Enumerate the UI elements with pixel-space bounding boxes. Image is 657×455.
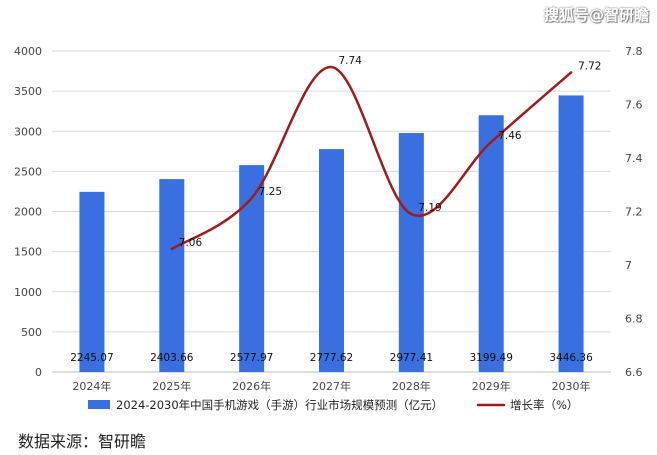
left-axis-tick-label: 1500 — [14, 246, 42, 259]
x-axis: 2024年 2025年 2026年 2027年 2028年 2029年 2030年 — [72, 379, 590, 393]
legend: 2024-2030年中国手机游戏（手游）行业市场规模预测（亿元） 增长率（%） — [88, 398, 578, 412]
left-axis-tick-label: 3500 — [14, 85, 42, 98]
growth-rate-label: 7.19 — [418, 202, 441, 214]
bar-value-label: 2577.97 — [230, 352, 273, 364]
left-axis-tick-label: 2000 — [14, 206, 42, 219]
growth-rate-label: 7.72 — [578, 60, 601, 72]
right-axis-tick-label: 7.8 — [625, 45, 643, 58]
bar — [79, 191, 105, 372]
bar-value-label: 3199.49 — [470, 352, 513, 364]
bar — [398, 133, 424, 372]
right-y-axis: 6.6 6.8 7 7.2 7.4 7.6 7.8 — [625, 45, 643, 379]
growth-rate-point — [170, 247, 173, 251]
growth-value-labels: 7.06 7.25 7.74 7.19 7.46 7.72 — [179, 55, 602, 249]
right-axis-tick-label: 6.8 — [625, 313, 643, 326]
right-axis-tick-label: 7.2 — [625, 206, 643, 219]
legend-bar-swatch — [88, 400, 110, 409]
left-axis-tick-label: 1000 — [14, 286, 42, 299]
growth-rate-label: 7.06 — [179, 237, 203, 249]
growth-rate-label: 7.74 — [339, 55, 363, 67]
bar — [558, 95, 584, 372]
growth-rate-point — [330, 65, 333, 69]
bar-value-label: 2977.41 — [390, 352, 433, 364]
left-axis-tick-label: 4000 — [14, 45, 42, 58]
watermark-text: 搜狐号@智研瞻 — [543, 6, 649, 24]
growth-rate-point — [250, 196, 253, 200]
left-axis-tick-label: 2500 — [14, 165, 42, 178]
bar — [159, 179, 185, 372]
bar-value-label: 2777.62 — [310, 352, 353, 364]
x-axis-category-label: 2025年 — [152, 379, 191, 393]
bar-value-labels: 2245.07 2403.66 2577.97 2777.62 2977.41 3199.… — [70, 352, 593, 364]
growth-rate-point — [569, 71, 573, 74]
x-axis-category-label: 2030年 — [552, 379, 591, 393]
data-source-note: 数据来源：智研瞻 — [18, 432, 147, 451]
bar — [319, 149, 344, 372]
growth-rate-point — [490, 140, 493, 144]
left-y-axis: 0 500 1000 1500 2000 2500 3000 3500 4000 — [14, 45, 42, 379]
legend-bar-label: 2024-2030年中国手机游戏（手游）行业市场规模预测（亿元） — [116, 398, 443, 412]
legend-line-label: 增长率（%） — [510, 398, 578, 412]
bar — [478, 115, 504, 372]
left-axis-tick-label: 500 — [21, 326, 42, 339]
left-axis-tick-label: 0 — [35, 366, 42, 379]
left-axis-tick-label: 3000 — [14, 125, 42, 138]
growth-rate-line — [170, 65, 573, 251]
market-size-chart: 2245.07 2403.66 2577.97 2777.62 2977.41 3199.… — [14, 45, 643, 412]
growth-rate-label: 7.25 — [259, 186, 282, 198]
growth-rate-point — [410, 212, 413, 216]
x-axis-category-label: 2026年 — [232, 379, 271, 393]
x-axis-category-label: 2029年 — [472, 379, 511, 393]
bar-value-label: 3446.36 — [549, 352, 593, 364]
x-axis-category-label: 2027年 — [312, 379, 351, 393]
bar-series — [79, 95, 584, 372]
growth-line-series — [170, 65, 573, 251]
x-axis-category-label: 2028年 — [392, 379, 431, 393]
right-axis-tick-label: 6.6 — [625, 366, 643, 379]
growth-rate-label: 7.46 — [498, 130, 522, 142]
right-axis-tick-label: 7.4 — [625, 152, 643, 165]
bar-value-label: 2403.66 — [150, 352, 194, 364]
right-axis-tick-label: 7 — [625, 259, 632, 272]
right-axis-tick-label: 7.6 — [625, 99, 643, 112]
x-axis-category-label: 2024年 — [72, 379, 111, 393]
bar-value-label: 2245.07 — [70, 352, 113, 364]
